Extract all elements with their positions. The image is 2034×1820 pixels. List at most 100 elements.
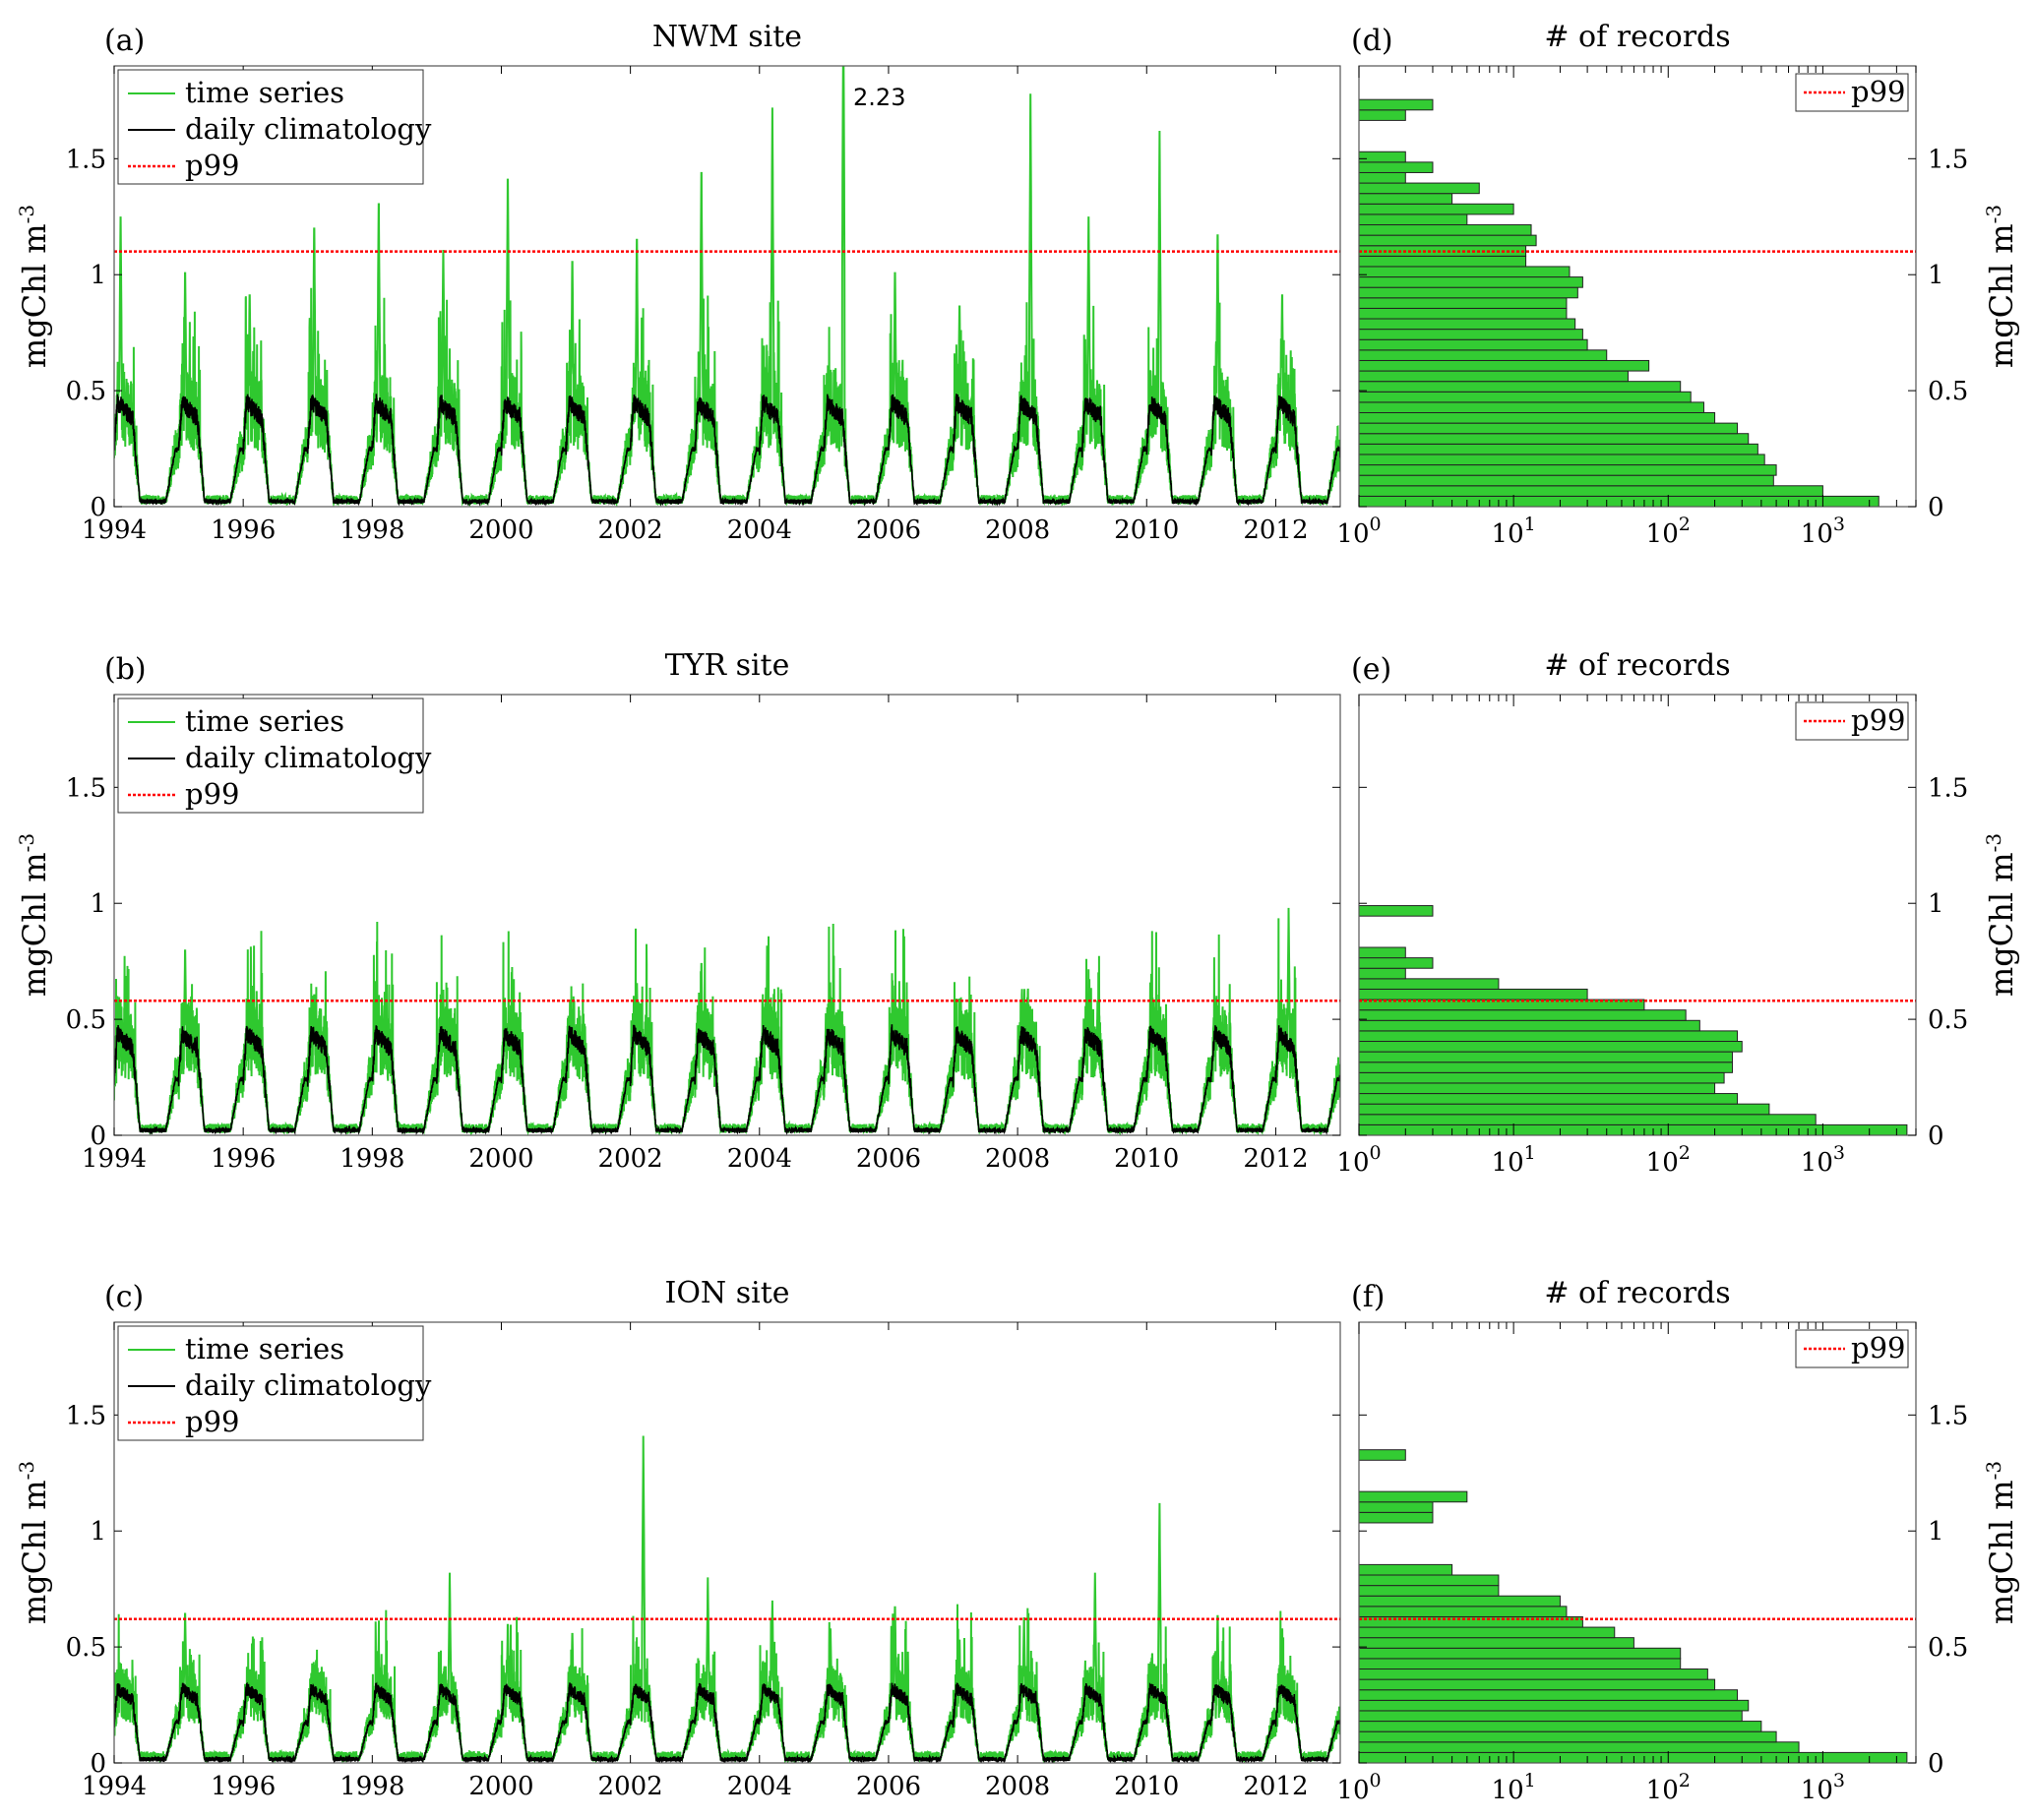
y-tick-label: 0	[90, 1122, 106, 1151]
time-series-line	[114, 907, 1340, 1135]
y-axis-label: mgChl m-3	[1982, 205, 2020, 368]
histogram-bar	[1358, 1082, 1716, 1095]
histogram-bar	[1358, 433, 1750, 445]
x-tick-label: 101	[1492, 514, 1536, 549]
histogram-bar	[1358, 1009, 1687, 1021]
x-tick-label: 2002	[598, 516, 663, 545]
y-tick-label: 0	[90, 1749, 106, 1779]
histogram-panel-e: 100 101 102 103 0 0.5 1 1.5 (e) # of records mgChl…	[1336, 648, 2020, 1178]
histogram-bar	[1358, 161, 1434, 173]
histogram-bar	[1358, 967, 1406, 980]
histogram-bar	[1358, 1563, 1453, 1576]
histogram-bar	[1358, 1041, 1743, 1053]
y-tick-label: 1.5	[66, 773, 106, 803]
y-tick-label: 1.5	[66, 1401, 106, 1430]
x-tick-label: 1998	[339, 1144, 404, 1174]
x-tick-label: 100	[1336, 1142, 1381, 1178]
legend: p99	[1795, 701, 1909, 741]
y-axis-label: mgChl m-3	[15, 205, 53, 368]
histogram-bar	[1358, 255, 1527, 268]
legend-label: daily climatology	[185, 741, 432, 774]
histogram-bar	[1358, 1574, 1500, 1587]
y-tick-label: 1	[90, 889, 106, 919]
panel-title: ION site	[664, 1276, 789, 1310]
legend-label: time series	[185, 1332, 344, 1365]
histogram-bar	[1358, 1647, 1682, 1660]
legend-label: daily climatology	[185, 1368, 432, 1402]
histogram-bar	[1358, 1019, 1700, 1032]
x-tick-label: 1998	[339, 1772, 404, 1801]
x-tick-label: 103	[1801, 1770, 1845, 1805]
legend-label: p99	[1851, 1331, 1905, 1365]
x-tick-label: 2010	[1114, 1144, 1179, 1174]
panel-letter: (e)	[1351, 652, 1391, 687]
histogram-bar	[1358, 213, 1468, 226]
panel-title: # of records	[1544, 20, 1730, 54]
y-tick-label: 1	[90, 1517, 106, 1547]
panel-title: # of records	[1544, 648, 1730, 683]
plot-frame	[1358, 1321, 1917, 1764]
plot-frame	[1358, 694, 1917, 1136]
x-tick-label: 2010	[1114, 516, 1179, 545]
y-tick-label: 0.5	[1928, 1633, 1968, 1663]
histogram-bar	[1358, 1062, 1733, 1073]
histogram-bar	[1358, 1490, 1468, 1503]
legend-label: daily climatology	[185, 112, 432, 146]
y-tick-label: 1	[1928, 261, 1944, 290]
timeseries-panel-a: 1994 1996 1998 2000 2002 2004 2006 2008 2010 2012…	[15, 20, 1341, 545]
histogram-bar	[1358, 338, 1588, 351]
panel-letter: (d)	[1351, 24, 1393, 58]
x-tick-label: 102	[1646, 1770, 1691, 1805]
y-tick-label: 0	[1928, 1749, 1944, 1779]
x-tick-label: 1996	[211, 516, 276, 545]
histogram-bar	[1358, 1626, 1616, 1639]
histogram-bar	[1358, 1699, 1750, 1712]
x-tick-label: 2012	[1243, 1144, 1308, 1174]
timeseries-panel-c: 1994 1996 1998 2000 2002 2004 2006 2008 2010 2012…	[15, 1276, 1341, 1801]
panel-letter: (a)	[104, 24, 145, 58]
x-tick-label: 1996	[211, 1772, 276, 1801]
x-tick-label: 103	[1801, 1142, 1845, 1178]
y-axis-label: mgChl m-3	[1982, 833, 2020, 997]
x-tick-label: 2006	[856, 1772, 921, 1801]
y-tick-label: 0	[1928, 493, 1944, 522]
panel-letter: (b)	[104, 652, 147, 687]
histogram-bar	[1358, 905, 1434, 917]
histogram-bar	[1358, 1093, 1739, 1105]
y-tick-label: 1	[1928, 1517, 1944, 1547]
legend-label: p99	[1851, 703, 1905, 737]
y-tick-label: 1.5	[66, 145, 106, 174]
histogram-bar	[1358, 171, 1406, 184]
peak-annotation: 2.23	[853, 84, 905, 111]
legend-label: time series	[185, 76, 344, 109]
panel-title: TYR site	[665, 648, 790, 683]
x-tick-label: 1994	[82, 516, 147, 545]
y-tick-label: 1.5	[1928, 773, 1968, 803]
y-tick-label: 0.5	[66, 1633, 106, 1663]
x-tick-label: 2008	[985, 516, 1050, 545]
x-tick-label: 2000	[468, 1772, 533, 1801]
histogram-bar	[1358, 1730, 1777, 1743]
histogram-bar	[1358, 109, 1406, 121]
x-tick-label: 2012	[1243, 1772, 1308, 1801]
histogram-bar	[1358, 1595, 1561, 1608]
x-tick-label: 2008	[985, 1144, 1050, 1174]
histogram-bar	[1358, 381, 1682, 393]
x-tick-label: 101	[1492, 1142, 1536, 1178]
histogram-bar	[1358, 266, 1571, 278]
histogram-bar	[1358, 234, 1537, 247]
x-tick-label: 1994	[82, 1772, 147, 1801]
plot-frame	[1358, 65, 1917, 508]
y-tick-label: 1	[90, 261, 106, 290]
histogram-bar	[1358, 422, 1739, 435]
histogram-bar	[1358, 1114, 1817, 1125]
x-tick-label: 2008	[985, 1772, 1050, 1801]
x-tick-label: 2010	[1114, 1772, 1179, 1801]
histogram-bar	[1358, 1585, 1500, 1597]
histogram-bar	[1358, 412, 1716, 424]
x-tick-label: 102	[1646, 1142, 1691, 1178]
x-tick-label: 103	[1801, 514, 1845, 549]
